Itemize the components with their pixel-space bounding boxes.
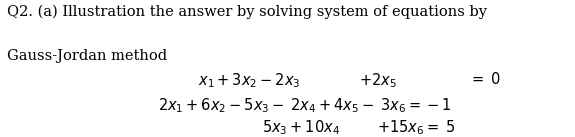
- Text: $2x_1 + 6x_2 - 5x_3 -\; 2x_4 + 4x_5 -\; 3x_6 = -1$: $2x_1 + 6x_2 - 5x_3 -\; 2x_4 + 4x_5 -\; …: [158, 96, 451, 115]
- Text: $+ 2x_5$: $+ 2x_5$: [359, 71, 397, 90]
- Text: Q2. (a) Illustration the answer by solving system of equations by: Q2. (a) Illustration the answer by solvi…: [7, 4, 487, 18]
- Text: $= \;0$: $= \;0$: [469, 71, 501, 87]
- Text: $+ 15x_6 = \;5$: $+ 15x_6 = \;5$: [377, 118, 455, 136]
- Text: $x_1 + 3x_2 - 2x_3$: $x_1 + 3x_2 - 2x_3$: [198, 71, 301, 90]
- Text: Gauss-Jordan method: Gauss-Jordan method: [7, 49, 167, 63]
- Text: $5x_3 + 10x_4$: $5x_3 + 10x_4$: [262, 118, 340, 136]
